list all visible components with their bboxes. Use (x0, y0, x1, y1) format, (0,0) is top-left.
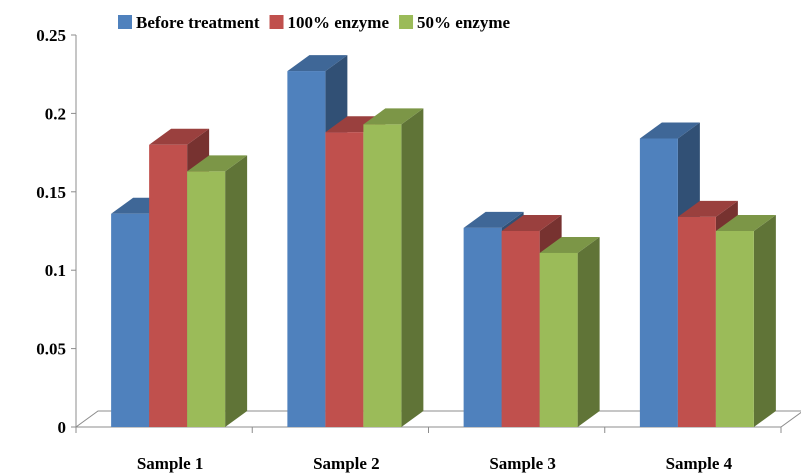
axes (71, 34, 782, 433)
y-tick-label: 0.05 (36, 340, 66, 359)
legend-swatch (118, 15, 132, 29)
bar-top-face (539, 236, 600, 253)
bar (187, 155, 248, 427)
bar (639, 122, 700, 427)
legend: Before treatment 100% enzyme 50% enzyme (118, 13, 510, 32)
x-category-labels: Sample 1 Sample 2 Sample 3 Sample 4 (137, 454, 733, 473)
bar-front-face (501, 231, 540, 427)
bar-front-face (539, 252, 578, 427)
y-tick-labels: 0 0.05 0.1 0.15 0.2 0.25 (36, 26, 66, 437)
bar-top-face (639, 122, 700, 139)
bar-top-face (363, 108, 424, 125)
bar-front-face (111, 213, 150, 427)
bar-side-face (225, 155, 248, 427)
bar-side-face (577, 236, 600, 427)
bar-front-face (287, 71, 326, 428)
y-tick-label: 0 (58, 418, 67, 437)
x-category-label: Sample 3 (489, 454, 556, 473)
bar-front-face (715, 231, 754, 427)
bar-top-face (287, 55, 348, 72)
bar-side-face (401, 108, 424, 427)
bar-top-face (187, 155, 248, 172)
bar-top-face (149, 128, 210, 145)
y-tick-label: 0.25 (36, 26, 66, 45)
legend-label: Before treatment (136, 13, 260, 32)
x-category-label: Sample 4 (666, 454, 733, 473)
bar-top-face (463, 211, 524, 228)
bar-front-face (149, 144, 188, 427)
y-tick-label: 0.2 (45, 104, 66, 123)
bar-top-face (677, 200, 738, 217)
bar-front-face (187, 171, 226, 427)
bar-side-face (753, 215, 776, 427)
legend-swatch (399, 15, 414, 29)
legend-label: 50% enzyme (417, 13, 510, 32)
legend-swatch (269, 15, 284, 29)
bars (111, 55, 776, 428)
legend-item: 100% enzyme (269, 13, 390, 32)
bar-front-face (325, 132, 364, 427)
bar-top-face (501, 215, 562, 231)
bar-front-face (639, 138, 678, 427)
legend-label: 100% enzyme (288, 13, 390, 32)
x-category-label: Sample 1 (137, 454, 204, 473)
bar-front-face (463, 227, 502, 427)
y-tick-label: 0.15 (36, 183, 66, 202)
x-category-label: Sample 2 (313, 454, 380, 473)
legend-item: Before treatment (118, 13, 260, 32)
bar (715, 215, 776, 427)
legend-item: 50% enzyme (399, 13, 510, 32)
y-tick-label: 0.1 (45, 261, 66, 280)
bar-top-face (715, 215, 776, 231)
bar-front-face (677, 216, 716, 427)
bar (363, 108, 424, 427)
bar (539, 236, 600, 427)
bar-front-face (363, 124, 402, 427)
